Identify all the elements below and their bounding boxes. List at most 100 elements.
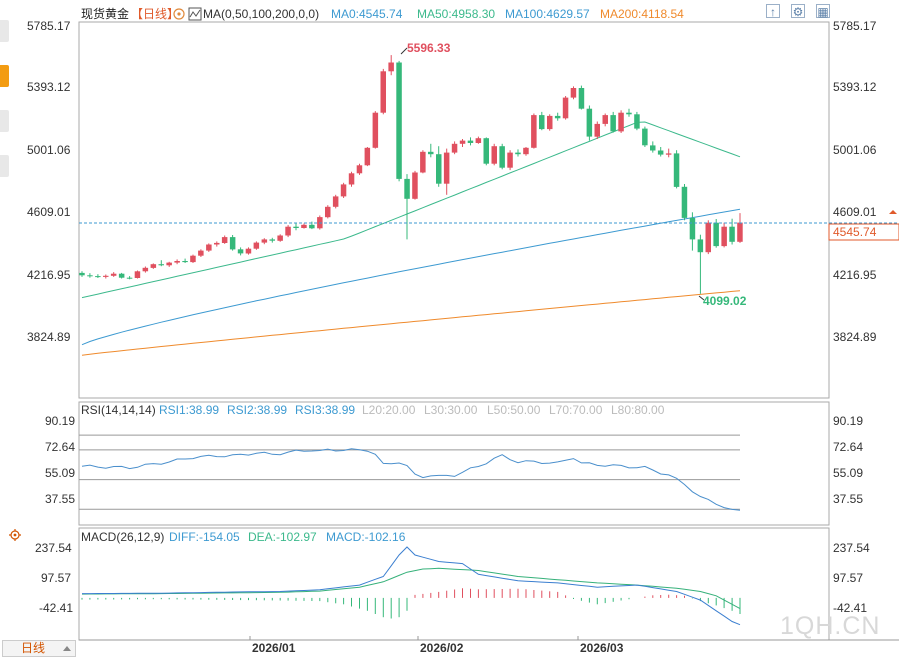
ma50-line	[81, 121, 741, 299]
rsi-title: RSI(14,14,14)	[81, 403, 156, 417]
candle-body	[602, 115, 608, 124]
candle-body	[642, 128, 648, 146]
candle-body	[198, 250, 204, 256]
macd-tick-right-2: -42.41	[833, 601, 867, 615]
left-tab-strip	[0, 20, 10, 210]
chart-settings-icon[interactable]: ⚙	[791, 4, 805, 19]
left-tab-3[interactable]	[0, 155, 9, 177]
candle-body	[110, 273, 117, 276]
candle-body	[206, 244, 212, 251]
candle-body	[95, 276, 101, 278]
candle-body	[681, 186, 688, 218]
candle-body	[166, 262, 172, 266]
price-tick-right-0: 5785.17	[833, 19, 877, 33]
left-tab-0[interactable]	[0, 20, 9, 42]
rsi1-value: RSI1:38.99	[159, 403, 219, 417]
candle-body	[713, 222, 719, 247]
price-tick-right-4: 4216.95	[833, 268, 877, 282]
price-tick-right-2: 5001.06	[833, 143, 877, 157]
candle-body	[332, 196, 339, 207]
left-tab-active[interactable]	[0, 65, 9, 87]
candle-body	[451, 143, 458, 153]
rsi-tick-left-3: 37.55	[45, 492, 75, 506]
candle-body	[190, 255, 196, 263]
price-tick-left-2: 5001.06	[27, 143, 71, 157]
candle-body	[459, 140, 466, 144]
candle-body	[277, 235, 283, 241]
candle-body	[87, 275, 93, 277]
candle-body	[269, 239, 275, 241]
left-tab-2[interactable]	[0, 110, 9, 132]
candle-body	[420, 151, 426, 173]
macd-settings-icon[interactable]	[9, 529, 21, 541]
rsi-tick-left-1: 72.64	[45, 440, 75, 454]
price-tick-left-4: 4216.95	[27, 268, 71, 282]
ma100-value: MA100:4629.57	[505, 7, 590, 21]
symbol-title: 现货黄金	[81, 6, 129, 21]
price-tick-left-0: 5785.17	[27, 19, 71, 33]
candle-body	[309, 224, 315, 229]
candle-body	[348, 173, 355, 185]
rsi-tick-right-2: 55.09	[833, 466, 863, 480]
price-tick-right-3: 4609.01	[833, 205, 877, 219]
chevron-up-icon	[63, 646, 71, 651]
candle-body	[515, 152, 521, 155]
candle-body	[618, 112, 624, 132]
rsi-tick-right-0: 90.19	[833, 414, 863, 428]
candle-body	[396, 62, 402, 179]
time-label-mar: 2026/03	[580, 641, 624, 655]
candle-body	[737, 222, 743, 242]
high-annotation-pointer	[400, 47, 408, 55]
layout-grid-icon[interactable]: ▦	[816, 4, 830, 19]
price-tick-right-1: 5393.12	[833, 80, 877, 94]
macd-tick-right-0: 237.54	[833, 541, 870, 555]
candle-body	[697, 239, 704, 253]
macd-dea-line	[81, 567, 741, 610]
toolbar-icons: ↑ ⚙ ▦	[766, 4, 830, 22]
ma50-value: MA50:4958.30	[417, 7, 495, 21]
rsi-tick-right-3: 37.55	[833, 492, 863, 506]
candle-body	[578, 88, 585, 109]
candle-body	[325, 206, 331, 218]
candle-body	[388, 62, 394, 72]
candle-body	[229, 237, 236, 250]
candle-body	[174, 261, 180, 263]
candle-body	[729, 226, 735, 242]
period-selector-label: 日线	[21, 641, 46, 655]
ma200-line	[81, 290, 741, 356]
candle-body	[79, 272, 85, 276]
ma100-line	[81, 208, 741, 346]
ma-settings-icon[interactable]	[173, 8, 185, 20]
ma-indicator-icon[interactable]	[188, 7, 202, 21]
move-up-icon[interactable]: ↑	[766, 4, 780, 19]
macd-tick-left-1: 97.57	[41, 571, 71, 585]
period-tag: 【日线】	[131, 7, 179, 21]
candle-body	[721, 226, 727, 247]
macd-panel-frame	[78, 527, 830, 641]
candle-body	[634, 114, 640, 129]
candle-body	[142, 267, 149, 272]
candle-body	[673, 153, 680, 187]
candle-body	[705, 222, 711, 253]
candle-body	[554, 115, 561, 119]
rsi-level-l80: L80:80.00	[611, 403, 665, 417]
candle-body	[364, 147, 371, 166]
candle-body	[261, 239, 268, 243]
candle-body	[539, 115, 545, 130]
macd-tick-left-0: 237.54	[35, 541, 72, 555]
rsi2-value: RSI2:38.99	[227, 403, 287, 417]
candle-body	[665, 153, 672, 155]
rsi3-value: RSI3:38.99	[295, 403, 355, 417]
rsi-level-l70: L70:70.00	[549, 403, 603, 417]
period-selector-button[interactable]: 日线	[2, 640, 76, 657]
candle-body	[610, 115, 616, 132]
candle-body	[586, 108, 593, 137]
candle-body	[237, 249, 244, 254]
candle-body	[507, 152, 513, 168]
macd-tick-left-2: -42.41	[39, 601, 73, 615]
current-price-arrow-icon	[889, 210, 897, 214]
candle-body	[467, 140, 474, 143]
candle-body	[380, 71, 386, 113]
rsi-panel-frame	[78, 401, 830, 526]
candle-body	[483, 138, 489, 164]
